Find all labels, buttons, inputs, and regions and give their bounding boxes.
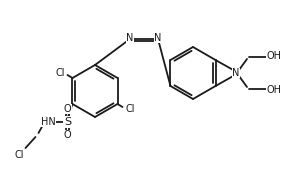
Text: N: N	[232, 68, 240, 78]
Text: Cl: Cl	[126, 104, 135, 114]
Text: Cl: Cl	[15, 150, 24, 160]
Text: HN: HN	[41, 117, 56, 127]
Text: N: N	[154, 32, 162, 43]
Text: Cl: Cl	[56, 68, 65, 78]
Text: N: N	[126, 32, 134, 43]
Text: OH: OH	[267, 85, 282, 95]
Text: O: O	[64, 104, 71, 114]
Text: S: S	[64, 117, 71, 127]
Text: OH: OH	[267, 51, 282, 61]
Text: O: O	[64, 130, 71, 140]
